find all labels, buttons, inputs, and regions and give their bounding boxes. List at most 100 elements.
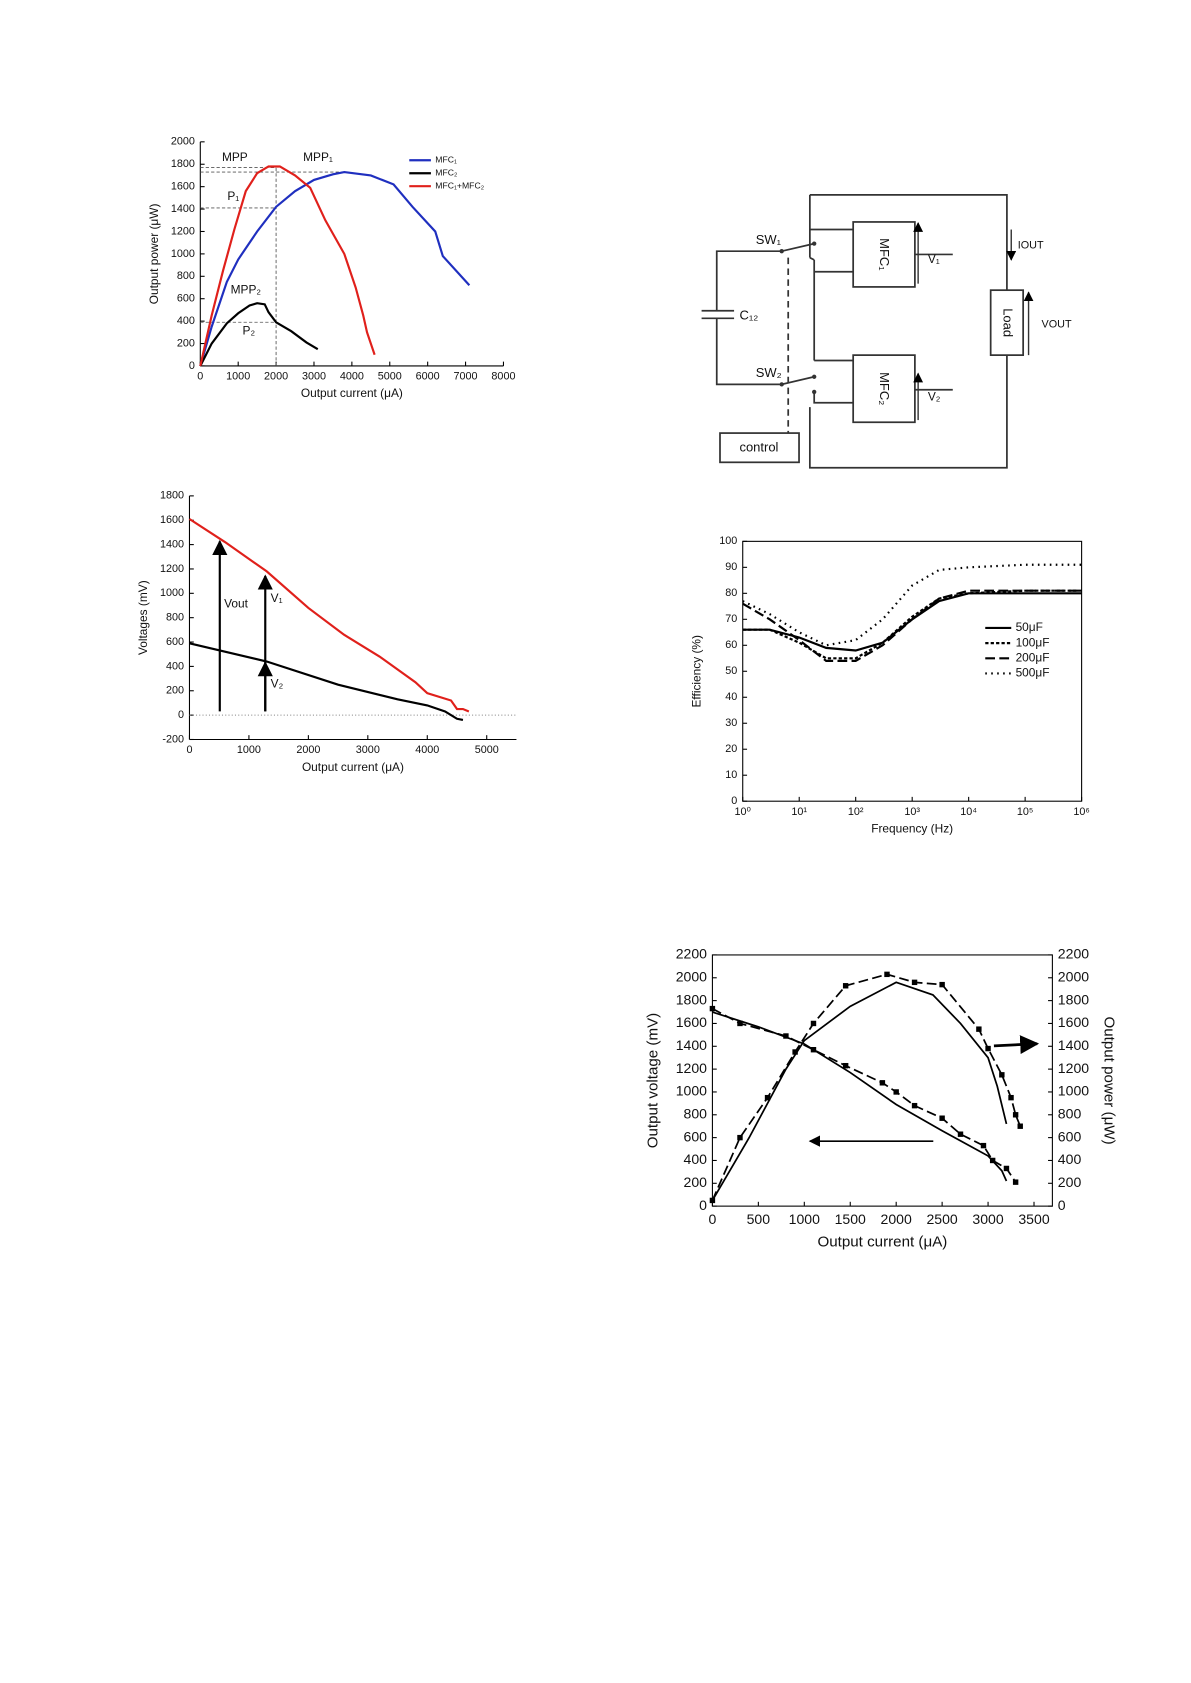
y-tick-label: 1200 — [171, 225, 195, 237]
y2-tick-label: 1800 — [1058, 991, 1089, 1007]
data-point — [879, 1080, 886, 1086]
load-box — [989, 289, 1025, 356]
y2-tick-label: 600 — [1058, 1128, 1082, 1144]
data-point — [1012, 1112, 1019, 1118]
y-tick-label: 0 — [699, 1197, 707, 1213]
capacitor-label: C₁₂ — [739, 308, 758, 323]
series-line — [188, 518, 470, 713]
legend-label: MFC₁ — [435, 155, 457, 165]
y-tick-label: 1800 — [171, 158, 195, 170]
legend-label: 100μF — [1016, 635, 1050, 649]
y-axis-title: Output power (μW) — [147, 204, 161, 305]
legend-label: MFC₁+MFC₂ — [435, 181, 484, 191]
y2-tick-label: 1600 — [1058, 1014, 1089, 1030]
control-label: control — [739, 440, 778, 455]
x-tick-label: 7000 — [454, 371, 478, 383]
series-line — [712, 1011, 1008, 1182]
y-tick-label: 60 — [725, 639, 737, 651]
y-tick-label: 2200 — [676, 946, 707, 962]
y-tick-label: 400 — [177, 315, 195, 327]
series-line — [711, 973, 1022, 1201]
y-tick-label: 600 — [684, 1128, 708, 1144]
y-tick-label: 2000 — [171, 136, 195, 148]
y-tick-label: 80 — [725, 587, 737, 599]
series-line — [711, 981, 1008, 1201]
data-point — [1008, 1094, 1014, 1101]
y-tick-label: 400 — [166, 660, 184, 672]
data-point — [1017, 1123, 1023, 1129]
iout-label: IOUT — [1018, 240, 1044, 252]
content: SW₁ SW₂ C₁₂ MFC₁ MFC₂ V₁ V₂ IOUT Load VO… — [136, 136, 1118, 1251]
y-tick-label: 1800 — [676, 991, 707, 1007]
sw1-label: SW₁ — [756, 232, 782, 247]
x-tick-label: 2000 — [296, 744, 320, 756]
data-point — [911, 979, 918, 986]
series-line — [742, 589, 1082, 662]
x-tick-label: 6000 — [416, 371, 440, 383]
arrows-b — [212, 539, 273, 712]
y-tick-label: 70 — [725, 613, 737, 625]
x-tick-label: 0 — [197, 371, 203, 383]
y-tick-label: 1000 — [160, 587, 184, 599]
v1-label: V₁ — [928, 252, 940, 266]
v2-label: V₂ — [928, 389, 941, 403]
data-point — [976, 1026, 982, 1032]
legend-label: MFC₂ — [435, 168, 457, 178]
x-tick-label: 3000 — [356, 744, 380, 756]
x-tick-label: 3000 — [972, 1211, 1003, 1227]
x-tick-label: 2000 — [881, 1211, 912, 1227]
y-tick-label: 1600 — [676, 1014, 707, 1030]
y-tick-label: 1400 — [171, 203, 195, 215]
annotation: P₂ — [243, 323, 256, 337]
legend-label: 50μF — [1016, 620, 1043, 634]
y-tick-label: 600 — [177, 293, 195, 305]
data-point — [737, 1134, 743, 1141]
data-point — [999, 1072, 1005, 1078]
y-tick-label: 20 — [725, 743, 737, 755]
y2-tick-label: 800 — [1058, 1106, 1082, 1122]
y2-tick-label: 2200 — [1058, 946, 1089, 962]
x-tick-label: 10⁵ — [1017, 806, 1034, 818]
x-tick-label: 1000 — [237, 744, 261, 756]
data-point — [792, 1049, 798, 1055]
legend-label: 200μF — [1016, 650, 1050, 664]
annotation: MPP — [222, 150, 248, 164]
data-point — [842, 983, 849, 989]
mfc2-box — [852, 354, 916, 424]
y-axis-title: Voltages (mV) — [136, 580, 150, 655]
y2-tick-label: 400 — [1058, 1151, 1082, 1167]
y-axis-title: Output voltage (mV) — [644, 1013, 661, 1148]
y-tick-label: 40 — [725, 691, 737, 703]
series-line — [742, 589, 1082, 660]
sw2-label: SW₂ — [756, 365, 782, 380]
x-tick-label: 4000 — [340, 371, 364, 383]
data-point — [980, 1142, 987, 1149]
y-tick-label: 1200 — [676, 1060, 707, 1076]
annotation: V₁ — [271, 591, 283, 605]
data-point — [957, 1131, 964, 1137]
y-tick-label: 600 — [166, 636, 184, 648]
data-point — [842, 1062, 849, 1069]
x-tick-label: 0 — [709, 1211, 717, 1227]
y-tick-label: 1400 — [676, 1037, 707, 1053]
data-point — [1012, 1179, 1019, 1185]
y-tick-label: 1600 — [171, 181, 195, 193]
mfc2-label: MFC₂ — [877, 372, 892, 405]
mfc1-box — [852, 221, 916, 288]
x-axis-title: Output current (μA) — [302, 760, 404, 774]
annotation: P₁ — [227, 189, 239, 203]
data-point — [939, 1115, 945, 1121]
x-tick-label: 10⁶ — [1073, 806, 1089, 818]
x-tick-label: 0 — [186, 744, 192, 756]
y-tick-label: 1600 — [160, 514, 184, 526]
y2-tick-label: 0 — [1058, 1197, 1066, 1213]
x-tick-label: 500 — [747, 1211, 771, 1227]
x-tick-label: 4000 — [415, 744, 439, 756]
data-point — [989, 1157, 996, 1164]
data-point — [985, 1045, 991, 1052]
data-point — [1003, 1165, 1010, 1172]
y-tick-label: -200 — [162, 733, 184, 745]
series-line — [712, 1007, 1017, 1183]
